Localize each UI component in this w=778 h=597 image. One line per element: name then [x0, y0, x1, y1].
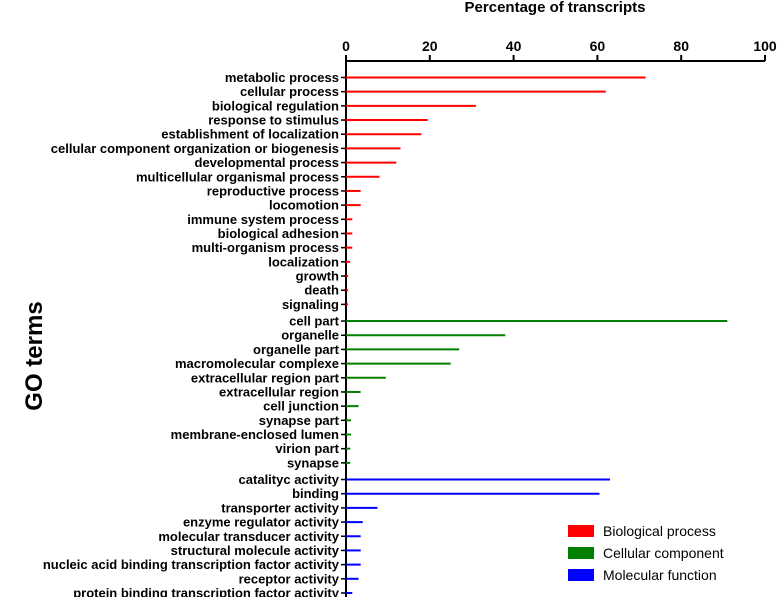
- category-label: organelle part: [253, 342, 340, 357]
- category-label: molecular transducer activity: [158, 529, 339, 544]
- x-tick-label: 40: [506, 38, 522, 54]
- legend-label: Molecular function: [603, 567, 717, 583]
- x-tick-label: 0: [342, 38, 350, 54]
- x-axis: 0 20 40 60 80 100: [342, 38, 777, 62]
- category-label: extracellular region part: [191, 370, 340, 385]
- category-label: developmental process: [195, 155, 340, 170]
- y-axis-title: GO terms: [21, 301, 48, 410]
- category-label: nucleic acid binding transcription facto…: [43, 557, 340, 572]
- bars-group: [346, 76, 728, 594]
- category-label: immune system process: [187, 212, 339, 227]
- category-label: cellular process: [240, 84, 339, 99]
- x-tick-label: 100: [753, 38, 777, 54]
- legend-swatch: [568, 525, 594, 537]
- legend-label: Biological process: [603, 523, 716, 539]
- category-label: locomotion: [269, 198, 339, 213]
- category-label: extracellular region: [219, 384, 339, 399]
- category-label: cell junction: [263, 399, 339, 414]
- category-label: localization: [268, 254, 339, 269]
- category-label: signaling: [282, 297, 339, 312]
- category-label: macromolecular complexe: [175, 356, 339, 371]
- x-axis-title: Percentage of transcripts: [465, 0, 646, 16]
- x-tick-label: 60: [590, 38, 606, 54]
- category-label: response to stimulus: [208, 113, 339, 128]
- x-tick-label: 80: [673, 38, 689, 54]
- category-label: establishment of localization: [161, 127, 339, 142]
- category-label: organelle: [281, 328, 339, 343]
- legend-swatch: [568, 547, 594, 559]
- category-label: reproductive process: [207, 183, 339, 198]
- category-label: cellular component organization or bioge…: [51, 141, 339, 156]
- category-label: multicellular organismal process: [136, 169, 339, 184]
- category-label: death: [304, 283, 339, 298]
- category-label: receptor activity: [239, 571, 340, 586]
- category-label: growth: [296, 269, 339, 284]
- category-label: synapse part: [259, 413, 340, 428]
- category-label: biological adhesion: [218, 226, 339, 241]
- category-label: virion part: [275, 441, 339, 456]
- x-tick-label: 20: [422, 38, 438, 54]
- legend-swatch: [568, 569, 594, 581]
- category-label: membrane-enclosed lumen: [171, 427, 339, 442]
- category-label: catalityc activity: [239, 472, 340, 487]
- category-label: binding: [292, 486, 339, 501]
- category-label: structural molecule activity: [171, 543, 340, 558]
- category-label: transporter activity: [221, 500, 340, 515]
- category-label: protein binding transcription factor act…: [73, 585, 340, 597]
- category-label: enzyme regulator activity: [183, 515, 340, 530]
- legend: Biological process Cellular component Mole…: [568, 523, 724, 583]
- category-label: metabolic process: [225, 70, 339, 85]
- category-label: multi-organism process: [192, 240, 339, 255]
- category-label: biological regulation: [212, 98, 339, 113]
- category-label: cell part: [289, 314, 340, 329]
- legend-label: Cellular component: [603, 545, 724, 561]
- category-label: synapse: [287, 455, 339, 470]
